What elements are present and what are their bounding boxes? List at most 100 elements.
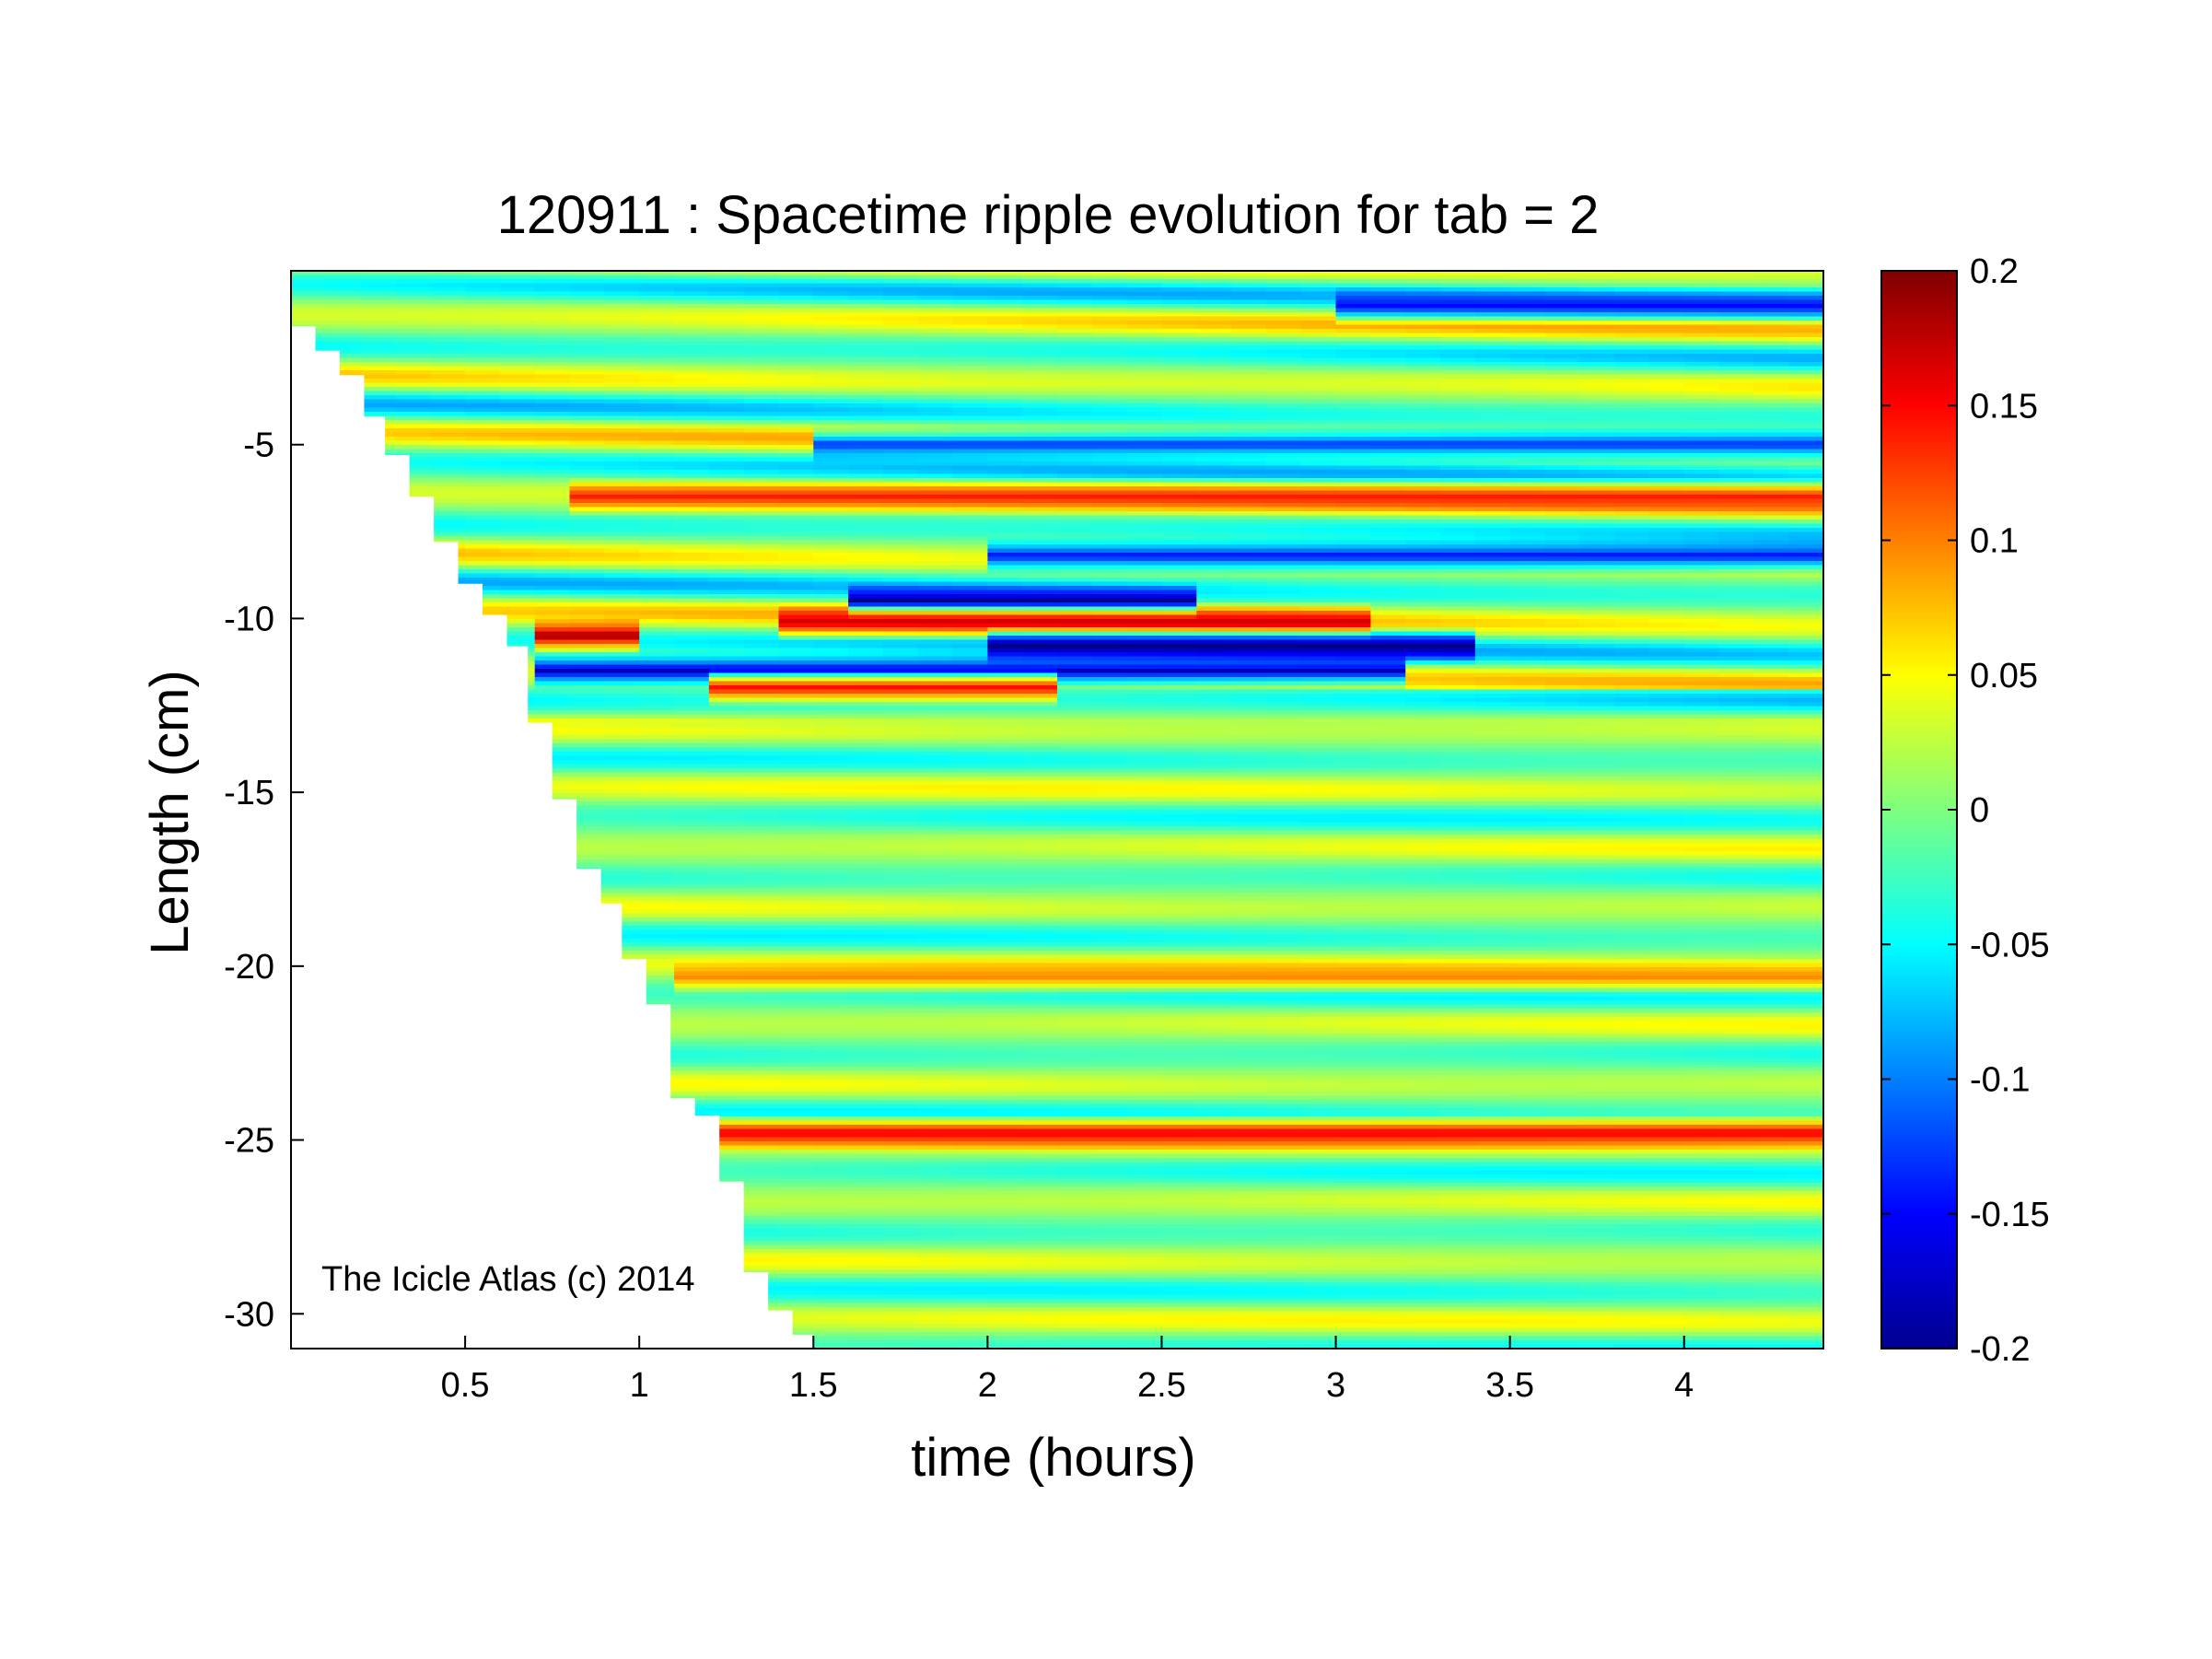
heatmap-cell [708,648,745,653]
heatmap-cell [465,536,501,542]
heatmap-cell [1405,354,1441,359]
heatmap-cell [778,379,815,384]
heatmap-cell [395,321,432,326]
heatmap-cell [1788,627,1823,633]
heatmap-cell [1300,520,1337,525]
heatmap-cell [1579,316,1615,321]
heatmap-cell [1718,544,1755,550]
heatmap-cell [674,532,710,537]
heatmap-cell [1614,520,1650,525]
heatmap-cell [882,271,919,276]
heatmap-cell [1753,511,1789,517]
heatmap-cell [1683,478,1720,484]
heatmap-cell [1231,312,1267,318]
heatmap-cell [1718,548,1755,554]
heatmap-cell [1057,299,1093,305]
heatmap-cell [778,465,815,471]
heatmap-cell [1057,415,1093,421]
heatmap-cell [813,362,849,368]
heatmap-cell [778,532,815,537]
heatmap-cell [534,573,571,578]
heatmap-cell [465,602,501,608]
heatmap-cell [604,304,640,310]
heatmap-cell [639,395,675,401]
heatmap-cell [1788,561,1823,567]
heatmap-cell [743,503,780,508]
heatmap-cell [882,316,919,321]
heatmap-cell [674,329,710,334]
heatmap-cell [1614,437,1650,442]
heatmap-cell [499,631,536,637]
heatmap-cell [1788,399,1823,404]
heatmap-cell [1718,316,1755,321]
heatmap-cell [1231,639,1267,645]
heatmap-cell [1648,606,1685,612]
heatmap-cell [674,453,710,459]
heatmap-cell [1231,631,1267,637]
heatmap-cell [778,321,815,326]
heatmap-cell [1614,379,1650,384]
heatmap-cell [1196,515,1232,520]
heatmap-cell [1057,644,1093,649]
heatmap-cell [1474,287,1511,293]
heatmap-cell [1579,631,1615,637]
heatmap-cell [569,461,606,467]
heatmap-cell [708,329,745,334]
heatmap-cell [848,606,884,612]
heatmap-cell [604,415,640,421]
heatmap-cell [1614,532,1650,537]
heatmap-cell [708,345,745,351]
heatmap-cell [604,536,640,542]
heatmap-cell [1474,283,1511,288]
heatmap-cell [1440,337,1476,343]
heatmap-cell [882,465,919,471]
heatmap-cell [1022,461,1058,467]
heatmap-cell [1057,473,1093,479]
heatmap-cell [499,304,536,310]
heatmap-cell [987,291,1023,297]
heatmap-cell [987,308,1023,313]
heatmap-cell [743,544,780,550]
heatmap-cell [1265,296,1302,301]
heatmap-cell [360,395,397,401]
heatmap-cell [1335,528,1372,533]
heatmap-cell [499,403,536,409]
heatmap-cell [1335,349,1372,355]
heatmap-cell [1091,532,1128,537]
heatmap-cell [639,412,675,417]
heatmap-cell [674,590,710,595]
heatmap-cell [1648,316,1685,321]
heatmap-cell [848,619,884,625]
heatmap-cell [917,486,954,492]
heatmap-cell [708,515,745,520]
heatmap-cell [813,299,849,305]
heatmap-cell [534,594,571,600]
heatmap-cell [708,536,745,542]
heatmap-cell [1335,498,1372,504]
heatmap-cell [1335,606,1372,612]
heatmap-cell [1718,296,1755,301]
heatmap-cell [499,486,536,492]
heatmap-cell [813,498,849,504]
heatmap-cell [1718,412,1755,417]
heatmap-cell [1718,403,1755,409]
heatmap-cell [1161,528,1198,533]
heatmap-cell [1718,382,1755,388]
heatmap-cell [1753,544,1789,550]
heatmap-cell [1335,532,1372,537]
heatmap-cell [1091,387,1128,392]
heatmap-cell [813,598,849,603]
heatmap-cell [1648,498,1685,504]
heatmap-cell [848,445,884,450]
heatmap-cell [1474,614,1511,620]
heatmap-cell [1300,490,1337,496]
heatmap-cell [882,611,919,616]
heatmap-cell [604,316,640,321]
heatmap-cell [1718,312,1755,318]
heatmap-cell [882,619,919,625]
heatmap-cell [987,569,1023,575]
heatmap-cell [1474,548,1511,554]
heatmap-cell [569,341,606,346]
heatmap-cell [1718,461,1755,467]
heatmap-cell [569,614,606,620]
